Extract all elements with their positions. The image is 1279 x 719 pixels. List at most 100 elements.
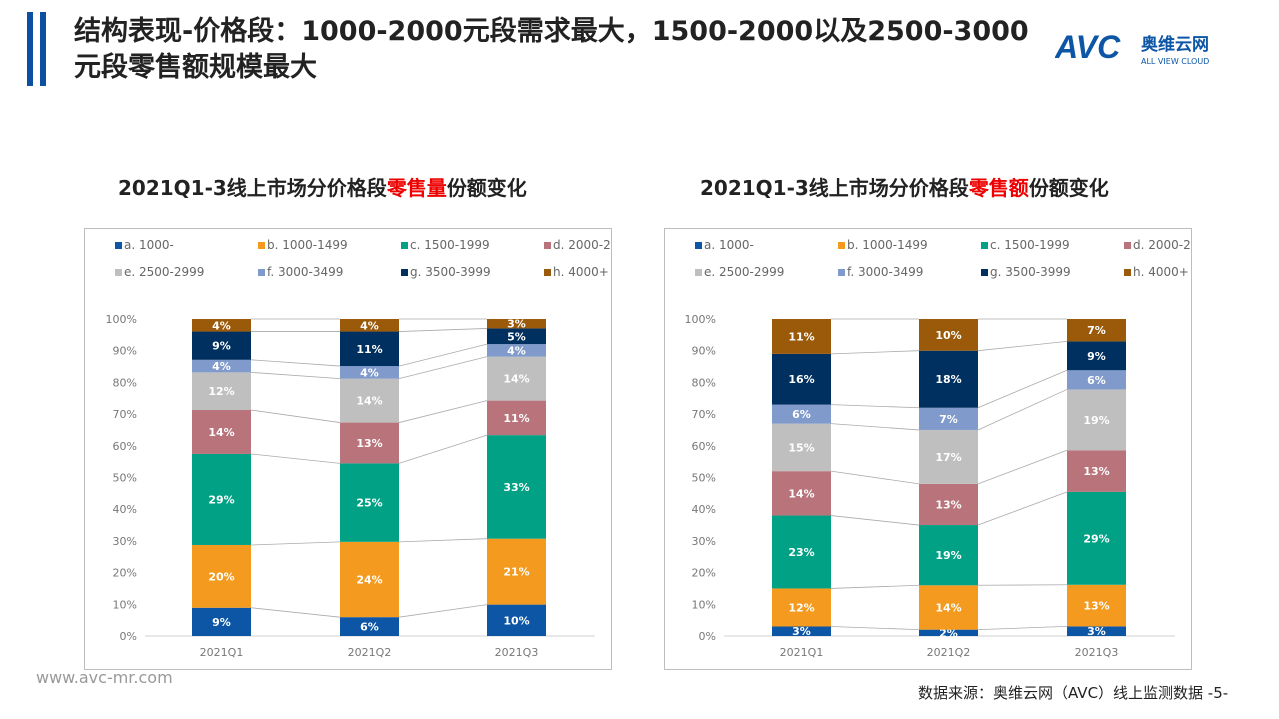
y-tick-label: 50% — [692, 472, 716, 485]
bar-segment — [1067, 341, 1126, 371]
legend-swatch — [401, 242, 408, 249]
x-tick-label: 2021Q2 — [927, 646, 971, 659]
bar-segment — [340, 541, 399, 618]
connector-line — [398, 400, 488, 423]
bar-segment — [1067, 370, 1126, 390]
bar-segment — [192, 372, 251, 411]
data-label: 6% — [792, 408, 811, 421]
bar-segment — [772, 471, 831, 516]
connector-line — [250, 409, 341, 423]
legend-label: b. 1000-1499 — [267, 238, 348, 252]
data-source: 数据来源：奥维云网（AVC）线上监测数据 -5- — [918, 684, 1229, 702]
legend-swatch — [1124, 269, 1131, 276]
legend-swatch — [838, 269, 845, 276]
data-label: 14% — [935, 601, 961, 614]
data-label: 4% — [507, 344, 526, 357]
y-tick-label: 70% — [113, 408, 137, 421]
bar-segment — [192, 410, 251, 454]
website: www.avc-mr.com — [36, 668, 173, 687]
bar-segment — [772, 319, 831, 354]
legend-label: h. 4000+ — [1133, 265, 1189, 279]
legend-label: c. 1500-1999 — [990, 238, 1070, 252]
connector-line — [830, 626, 920, 631]
connector-line — [250, 453, 341, 464]
data-label: 23% — [788, 546, 814, 559]
y-tick-label: 100% — [106, 313, 137, 326]
y-tick-label: 0% — [120, 630, 137, 643]
connector-line — [977, 449, 1068, 485]
y-tick-label: 70% — [692, 408, 716, 421]
bar-segment — [340, 617, 399, 636]
chart-value-share: a. 1000- b. 1000-1499 c. 1500-1999 d. 2000-… — [664, 228, 1214, 670]
bar-segment — [340, 463, 399, 542]
bar-segment — [919, 407, 978, 430]
data-label: 12% — [788, 601, 814, 614]
legend-label: e. 2500-2999 — [704, 265, 784, 279]
y-tick-label: 80% — [113, 376, 137, 389]
data-label: 29% — [208, 493, 234, 506]
legend-label: g. 3500-3999 — [990, 265, 1071, 279]
y-tick-label: 90% — [113, 345, 137, 358]
y-tick-label: 50% — [113, 472, 137, 485]
legend-swatch — [544, 242, 551, 249]
bar-segment — [919, 429, 978, 484]
data-label: 13% — [1083, 600, 1109, 613]
data-label: 11% — [356, 343, 382, 356]
bar-segment — [772, 626, 831, 636]
data-label: 13% — [356, 437, 382, 450]
legend-swatch — [258, 242, 265, 249]
bar-segment — [919, 350, 978, 408]
bar-segment — [487, 356, 546, 401]
bar-segment — [192, 607, 251, 636]
connector-line — [398, 604, 488, 618]
bar-segment — [772, 515, 831, 589]
bar-segment — [340, 319, 399, 332]
x-tick-label: 2021Q2 — [348, 646, 392, 659]
data-label: 7% — [939, 413, 958, 426]
legend-swatch — [1124, 242, 1131, 249]
data-label: 17% — [935, 451, 961, 464]
y-tick-label: 10% — [113, 598, 137, 611]
data-label: 9% — [212, 340, 231, 353]
connector-line — [398, 434, 488, 464]
legend-label: f. 3000-3499 — [847, 265, 923, 279]
data-label: 15% — [788, 441, 814, 454]
chart-title-value: 2021Q1-3线上市场分价格段零售额份额变化 — [700, 176, 1109, 200]
legend-swatch — [838, 242, 845, 249]
connector-line — [977, 491, 1068, 526]
legend-swatch — [981, 242, 988, 249]
bar-segment — [1067, 389, 1126, 451]
bar-segment — [1067, 491, 1126, 585]
legend-label: h. 4000+ — [553, 265, 609, 279]
connector-line — [977, 625, 1068, 631]
legend-swatch — [115, 269, 122, 276]
data-label: 19% — [935, 549, 961, 562]
bar-segment — [919, 525, 978, 586]
legend-label: c. 1500-1999 — [410, 238, 490, 252]
svg-text:ALL VIEW CLOUD: ALL VIEW CLOUD — [1141, 57, 1209, 66]
svg-text:奥维云网: 奥维云网 — [1141, 34, 1209, 55]
y-tick-label: 20% — [692, 567, 716, 580]
bar-segment — [919, 629, 978, 636]
legend-swatch — [981, 269, 988, 276]
legend-swatch — [401, 269, 408, 276]
bar-segment — [487, 435, 546, 539]
connector-line — [250, 607, 341, 618]
bar-segment — [340, 331, 399, 367]
legend-label: f. 3000-3499 — [267, 265, 343, 279]
data-label: 13% — [1083, 465, 1109, 478]
data-label: 2% — [939, 627, 958, 640]
data-label: 9% — [212, 616, 231, 629]
data-label: 25% — [356, 497, 382, 510]
data-label: 12% — [208, 385, 234, 398]
y-tick-label: 10% — [692, 598, 716, 611]
legend-label: g. 3500-3999 — [410, 265, 491, 279]
connector-line — [250, 359, 341, 367]
x-tick-label: 2021Q3 — [1075, 646, 1119, 659]
connector-line — [977, 584, 1068, 586]
connector-line — [398, 328, 488, 332]
data-label: 7% — [1087, 324, 1106, 337]
bar-segment — [487, 604, 546, 636]
y-tick-label: 90% — [692, 345, 716, 358]
data-label: 4% — [212, 360, 231, 373]
